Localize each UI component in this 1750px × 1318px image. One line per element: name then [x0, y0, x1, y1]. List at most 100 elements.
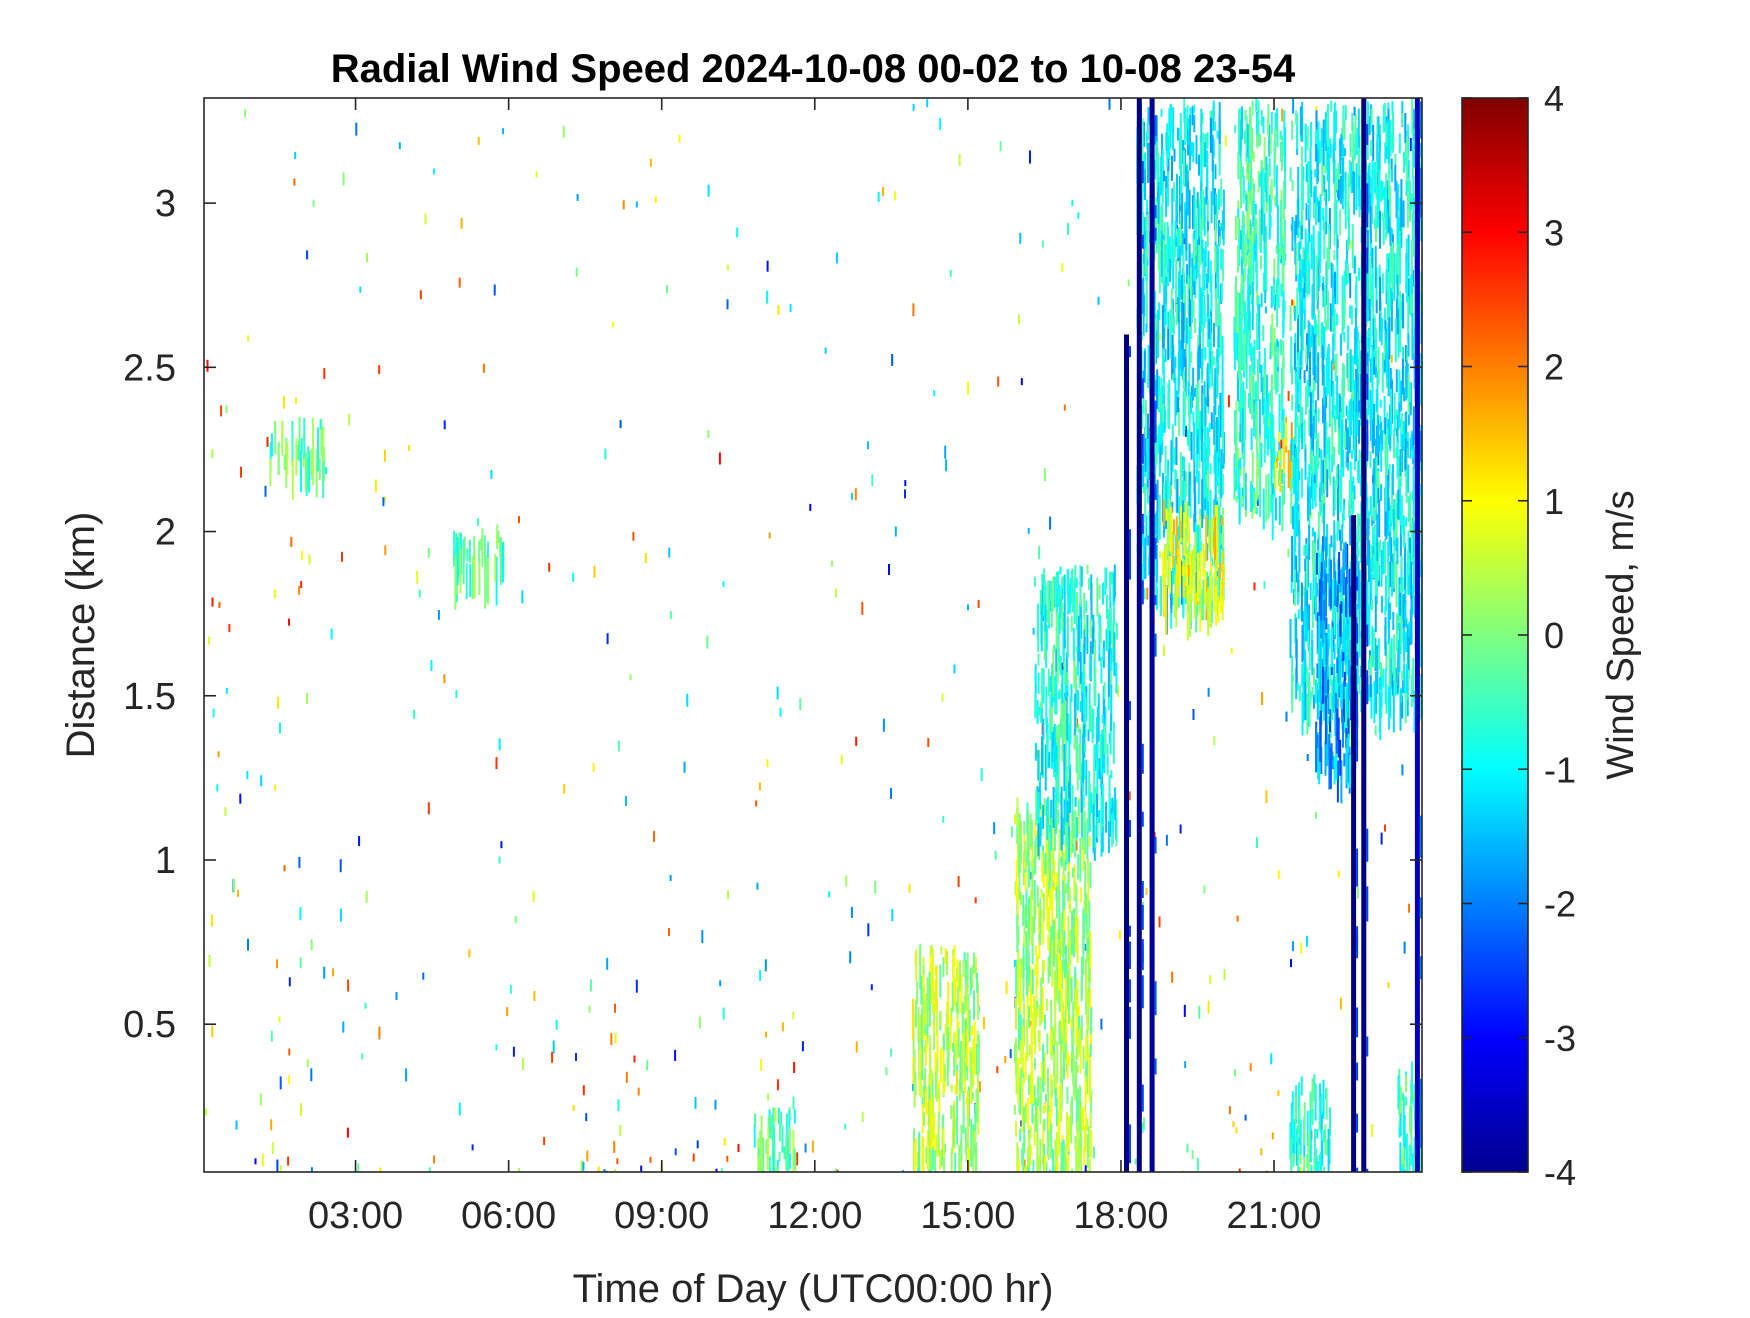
noise-pixel: [306, 250, 308, 259]
echo-streak: [1222, 551, 1224, 596]
noise-pixel: [780, 708, 782, 717]
echo-streak: [1017, 992, 1019, 1006]
echo-streak: [1396, 614, 1398, 653]
echo-streak: [1054, 997, 1056, 1046]
echo-streak: [1412, 491, 1414, 501]
echo-streak: [1161, 204, 1163, 231]
echo-streak: [1193, 105, 1195, 113]
echo-streak: [1307, 126, 1309, 150]
echo-streak: [1174, 447, 1176, 463]
echo-streak: [1333, 676, 1335, 713]
echo-streak: [1279, 465, 1281, 492]
noise-pixel: [298, 586, 300, 595]
echo-streak: [1270, 413, 1272, 449]
echo-streak: [937, 1127, 939, 1135]
echo-streak: [1060, 1082, 1062, 1121]
echo-streak: [1347, 326, 1349, 351]
echo-streak: [1039, 817, 1041, 846]
noise-pixel: [205, 1109, 207, 1116]
echo-streak: [1214, 246, 1216, 273]
noise-pixel: [885, 1067, 887, 1075]
noise-pixel: [954, 665, 956, 674]
echo-streak: [914, 1067, 916, 1108]
echo-streak: [1237, 201, 1239, 237]
echo-streak: [1222, 508, 1224, 549]
echo-streak: [762, 1169, 764, 1207]
noise-pixel: [593, 763, 595, 772]
echo-streak: [1051, 590, 1053, 628]
echo-streak: [1327, 716, 1329, 725]
echo-streak: [1271, 179, 1273, 200]
noise-pixel: [607, 633, 609, 644]
noise-pixel: [902, 1170, 904, 1176]
noise-pixel: [396, 992, 398, 1000]
echo-streak: [931, 1070, 933, 1081]
noise-pixel: [855, 488, 857, 500]
echo-streak: [1198, 346, 1200, 380]
echo-streak: [1297, 199, 1299, 228]
noise-pixel: [288, 619, 290, 626]
noise-pixel: [719, 453, 721, 465]
noise-pixel: [233, 879, 235, 892]
echo-streak: [1297, 458, 1299, 502]
noise-pixel: [715, 1100, 717, 1110]
echo-streak: [1142, 278, 1144, 314]
echo-streak: [1240, 138, 1242, 156]
echo-streak: [1215, 289, 1217, 306]
echo-streak: [1203, 393, 1205, 429]
echo-streak: [1300, 351, 1302, 366]
echo-streak: [1316, 1129, 1318, 1138]
noise-pixel: [695, 1097, 697, 1109]
echo-streak: [1205, 397, 1207, 426]
echo-streak: [284, 455, 286, 470]
noise-pixel: [1093, 1147, 1095, 1159]
noise-pixel: [361, 1053, 363, 1059]
echo-streak: [1378, 347, 1380, 385]
noise-pixel: [343, 173, 345, 186]
echo-streak: [1324, 165, 1326, 174]
noise-pixel: [522, 1058, 524, 1070]
echo-streak: [1352, 356, 1354, 391]
echo-streak: [1321, 1115, 1323, 1130]
echo-streak: [1096, 578, 1098, 617]
echo-streak: [1068, 781, 1070, 798]
echo-streak: [1244, 334, 1246, 371]
echo-streak: [1382, 274, 1384, 294]
noise-pixel: [288, 1049, 290, 1056]
echo-streak: [1304, 649, 1306, 682]
echo-streak: [1296, 502, 1298, 536]
echo-streak: [1376, 514, 1378, 561]
velocity-column-edge: [1142, 434, 1144, 464]
velocity-column-edge: [1356, 1168, 1358, 1205]
echo-streak: [1068, 1116, 1070, 1152]
echo-streak: [1369, 175, 1371, 205]
echo-streak: [1046, 1033, 1048, 1054]
noise-pixel: [851, 493, 853, 500]
noise-pixel: [701, 930, 703, 943]
echo-streak: [1385, 575, 1387, 611]
echo-streak: [1248, 163, 1250, 182]
echo-streak: [1379, 693, 1381, 740]
echo-streak: [1073, 927, 1075, 944]
echo-streak: [1303, 1156, 1305, 1179]
echo-streak: [1297, 574, 1299, 595]
echo-streak: [788, 1150, 790, 1192]
noise-pixel: [640, 1166, 642, 1177]
echo-streak: [1244, 242, 1246, 281]
noise-pixel: [1044, 468, 1046, 481]
noise-pixel: [1010, 1049, 1012, 1058]
noise-pixel: [332, 968, 334, 976]
echo-streak: [1388, 687, 1390, 730]
echo-streak: [1029, 1044, 1031, 1055]
velocity-column-edge: [1142, 812, 1144, 827]
echo-streak: [1304, 559, 1306, 572]
echo-streak: [1401, 671, 1403, 680]
echo-streak: [1043, 668, 1045, 703]
echo-streak: [1404, 543, 1406, 590]
noise-pixel: [1180, 825, 1182, 834]
echo-streak: [943, 1048, 945, 1096]
echo-streak: [1410, 199, 1412, 210]
x-tick-label: 06:00: [461, 1195, 556, 1237]
echo-streak: [966, 1141, 968, 1162]
echo-streak: [1028, 1006, 1030, 1028]
